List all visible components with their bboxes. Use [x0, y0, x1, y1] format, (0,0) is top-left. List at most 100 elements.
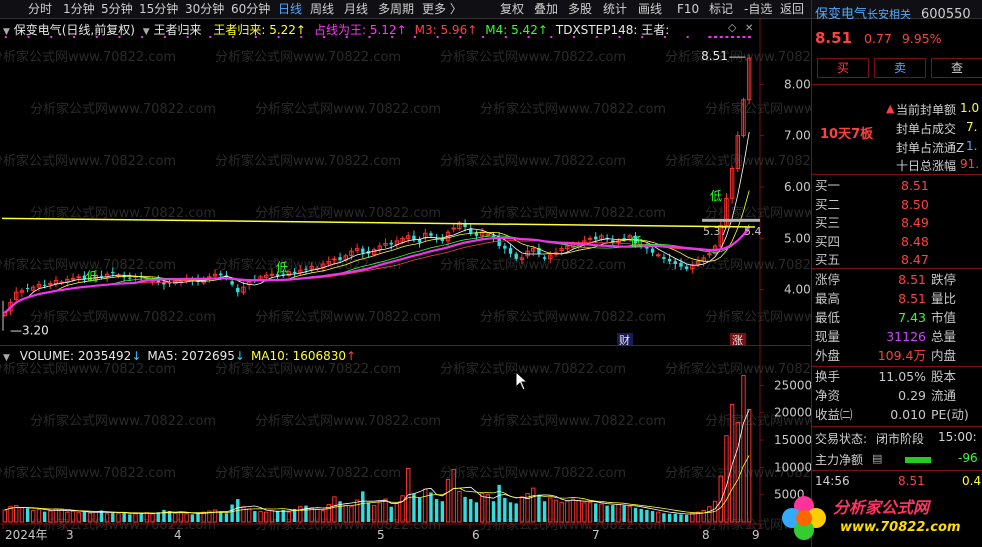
volume-bar — [338, 501, 342, 522]
candle-body — [93, 274, 98, 279]
volume-ma10-line — [4, 455, 750, 514]
volume-bar — [224, 513, 229, 522]
tab-more[interactable]: 更多 〉 — [422, 2, 462, 16]
volume-bar — [264, 511, 269, 523]
finance-badge: 财 — [619, 333, 630, 347]
quote-label: 涨停 — [815, 272, 841, 287]
volume-bar — [246, 508, 252, 523]
quote-row: 最高 8.51 量比 — [813, 289, 982, 308]
time-tick-label: 5 — [377, 528, 385, 542]
tab-f10[interactable]: F10 — [677, 2, 700, 16]
tab-restore-rights[interactable]: 复权 — [500, 2, 525, 16]
tab-1min[interactable]: 1分钟 — [63, 2, 95, 16]
volume-bar — [349, 506, 354, 523]
tab-statistics[interactable]: 统计 — [603, 2, 628, 16]
order-book-row[interactable]: 买四 8.48 — [813, 232, 982, 251]
volume-bar — [184, 513, 189, 523]
candle-body — [508, 248, 513, 254]
signal-dot — [254, 36, 257, 38]
volume-bar — [746, 408, 752, 523]
tab-add-favorite[interactable]: -自选 — [744, 2, 773, 16]
tab-multi-stock[interactable]: 多股 — [568, 2, 593, 16]
volume-bar — [82, 511, 87, 522]
up-arrow-icon: ▲ — [886, 102, 895, 115]
view-button[interactable]: 查 — [931, 58, 982, 78]
watermark-text: 分析家公式网www.70822.com — [0, 361, 176, 377]
order-book-row[interactable]: 买一 8.51 — [813, 176, 982, 195]
volume-bar — [559, 501, 564, 523]
watermark-text: 分析家公式网www.70822.com — [215, 465, 401, 481]
signal-dot — [742, 36, 746, 38]
volume-bar — [111, 512, 115, 522]
list-icon[interactable]: ▤ — [872, 452, 883, 465]
tab-fenshi[interactable]: 分时 — [28, 2, 53, 16]
tab-draw-line[interactable]: 画线 — [638, 2, 663, 16]
signal-dot — [725, 36, 729, 38]
watermark-text: 分析家公式网www.70822.com — [480, 101, 666, 117]
quote-row: 涨停 8.51 跌停 — [813, 270, 982, 289]
tab-back[interactable]: 返回 — [780, 2, 805, 16]
signal-dot — [163, 36, 166, 38]
order-book-row[interactable]: 买二 8.50 — [813, 195, 982, 214]
sell-button[interactable]: 卖 — [874, 58, 926, 78]
candle-body — [281, 273, 285, 275]
signal-dot — [748, 36, 752, 38]
tab-monthly[interactable]: 月线 — [344, 2, 369, 16]
order-price: 8.50 — [901, 196, 929, 212]
watermark-text: 分析家公式网www.70822.com — [255, 309, 441, 325]
concept-tag[interactable]: 长安相关 — [867, 8, 912, 21]
tab-multi-period[interactable]: 多周期 — [378, 2, 415, 16]
seal-label-4: 十日总涨幅 — [896, 159, 957, 173]
buy-button[interactable]: 买 — [817, 58, 869, 78]
indicator-name[interactable]: 王者归来 — [153, 23, 202, 37]
ma-label-bar — [702, 218, 760, 222]
tab-15min[interactable]: 15分钟 — [139, 2, 179, 16]
main-flow-label[interactable]: 主力净额 — [815, 453, 864, 467]
quote-label-2: 量比 — [931, 291, 957, 306]
tab-60min[interactable]: 60分钟 — [231, 2, 271, 16]
order-book-row[interactable]: 买五 8.47 — [813, 250, 982, 269]
kline-chart[interactable]: 分析家公式网www.70822.com 分析家公式网www.70822.com 分析… — [0, 19, 812, 547]
collapse-arrow-icon[interactable]: ▼ — [3, 353, 10, 363]
tab-overlay[interactable]: 叠加 — [534, 2, 559, 16]
volume-bar — [128, 514, 132, 522]
tab-daily[interactable]: 日线 — [278, 2, 303, 16]
candle-body — [48, 283, 53, 286]
candle-body — [36, 284, 42, 288]
volume-bar — [662, 513, 666, 522]
volume-bar — [656, 511, 661, 523]
signal-dot — [436, 36, 439, 38]
order-book-row[interactable]: 买三 8.49 — [813, 213, 982, 232]
tab-mark[interactable]: 标记 — [709, 2, 734, 16]
candle-body — [82, 275, 87, 280]
signal-dot — [663, 36, 666, 38]
volume-bar — [412, 493, 416, 522]
tab-30min[interactable]: 30分钟 — [185, 2, 225, 16]
candle-body — [718, 225, 723, 247]
volume-bar — [230, 504, 234, 522]
volume-bar — [275, 511, 280, 522]
tab-5min[interactable]: 5分钟 — [101, 2, 133, 16]
tab-weekly[interactable]: 周线 — [310, 2, 335, 16]
volume-tick-label: 15000 — [774, 433, 812, 447]
candle-body — [587, 237, 593, 240]
volume-legend: ▼ VOLUME: 2035492↓ MA5: 2072695↓ MA10: 160… — [3, 349, 356, 363]
volume-bar — [241, 506, 246, 523]
time-tick-label: 6 — [472, 528, 480, 542]
collapse-arrow-icon[interactable]: ▼ — [3, 27, 10, 37]
collapse-arrow-icon[interactable]: ▼ — [142, 27, 150, 37]
candle-body — [31, 286, 36, 291]
trade-status: 闭市阶段 — [876, 432, 925, 446]
watermark-text: 分析家公式网www.70822.com — [480, 205, 666, 221]
watermark-text: 分析家公式网www.70822.com — [0, 465, 176, 481]
price-tick-label: 6.00 — [784, 180, 811, 194]
volume-bar — [2, 509, 8, 523]
volume-bar — [565, 500, 570, 523]
candle-body — [537, 248, 541, 254]
candle-body — [236, 287, 240, 293]
candle-body — [611, 240, 615, 243]
volume-bar — [286, 511, 292, 523]
stock-name[interactable]: 保变电气 — [815, 7, 868, 22]
arrow-icon: ↑ — [346, 349, 357, 363]
